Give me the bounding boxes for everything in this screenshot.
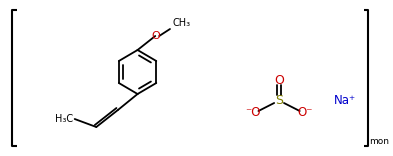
Text: Na⁺: Na⁺ — [334, 93, 356, 107]
Text: mon: mon — [369, 137, 389, 146]
Text: O: O — [151, 31, 160, 41]
Text: CH₃: CH₃ — [173, 18, 191, 28]
Text: S: S — [275, 93, 283, 107]
Text: O⁻: O⁻ — [298, 107, 313, 119]
Text: ⁻O: ⁻O — [245, 107, 260, 119]
Text: O: O — [274, 73, 284, 86]
Text: H₃C: H₃C — [55, 114, 73, 124]
